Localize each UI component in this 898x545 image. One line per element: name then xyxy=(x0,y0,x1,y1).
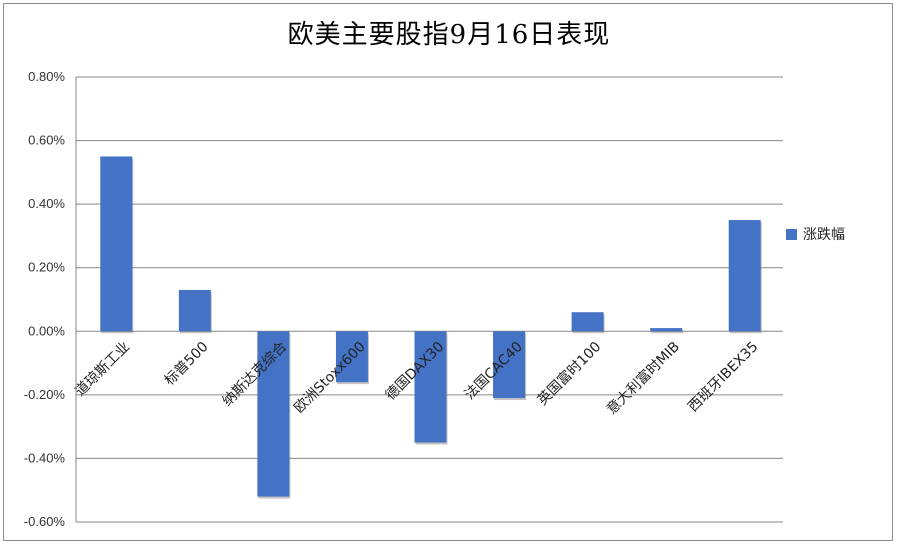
y-tick-label: -0.20% xyxy=(24,387,66,402)
category-label: 西班牙IBEX35 xyxy=(685,339,761,415)
y-tick-label: 0.20% xyxy=(28,260,65,275)
bar xyxy=(571,312,604,332)
category-label: 英国富时100 xyxy=(534,338,605,409)
y-tick-label: 0.60% xyxy=(28,133,65,148)
y-tick-label: 0.80% xyxy=(28,69,65,84)
y-tick-label: -0.60% xyxy=(24,514,66,529)
bar xyxy=(100,156,133,332)
y-tick-label: 0.00% xyxy=(28,323,65,338)
category-label: 标普500 xyxy=(162,339,212,389)
bar xyxy=(257,331,290,497)
y-tick-label: -0.40% xyxy=(24,450,66,465)
bar xyxy=(728,220,761,332)
bar xyxy=(493,331,526,399)
bars xyxy=(100,156,762,499)
category-label: 道琼斯工业 xyxy=(72,339,133,400)
chart-title: 欧美主要股指9月16日表现 xyxy=(287,20,611,50)
legend: 涨跌幅 xyxy=(786,224,845,244)
y-tick-label: 0.40% xyxy=(28,196,65,211)
bar xyxy=(414,331,447,443)
bar-shadow xyxy=(651,330,684,334)
bar xyxy=(335,331,368,383)
category-label: 意大利富时MIB xyxy=(603,338,683,418)
y-axis-ticks: 0.80% 0.60% 0.40% 0.20% 0.00% -0.20% -0.40% -0.… xyxy=(24,69,66,529)
bar xyxy=(650,328,683,332)
bar xyxy=(178,289,211,332)
legend-swatch xyxy=(786,228,797,240)
legend-label: 涨跌幅 xyxy=(803,227,845,243)
